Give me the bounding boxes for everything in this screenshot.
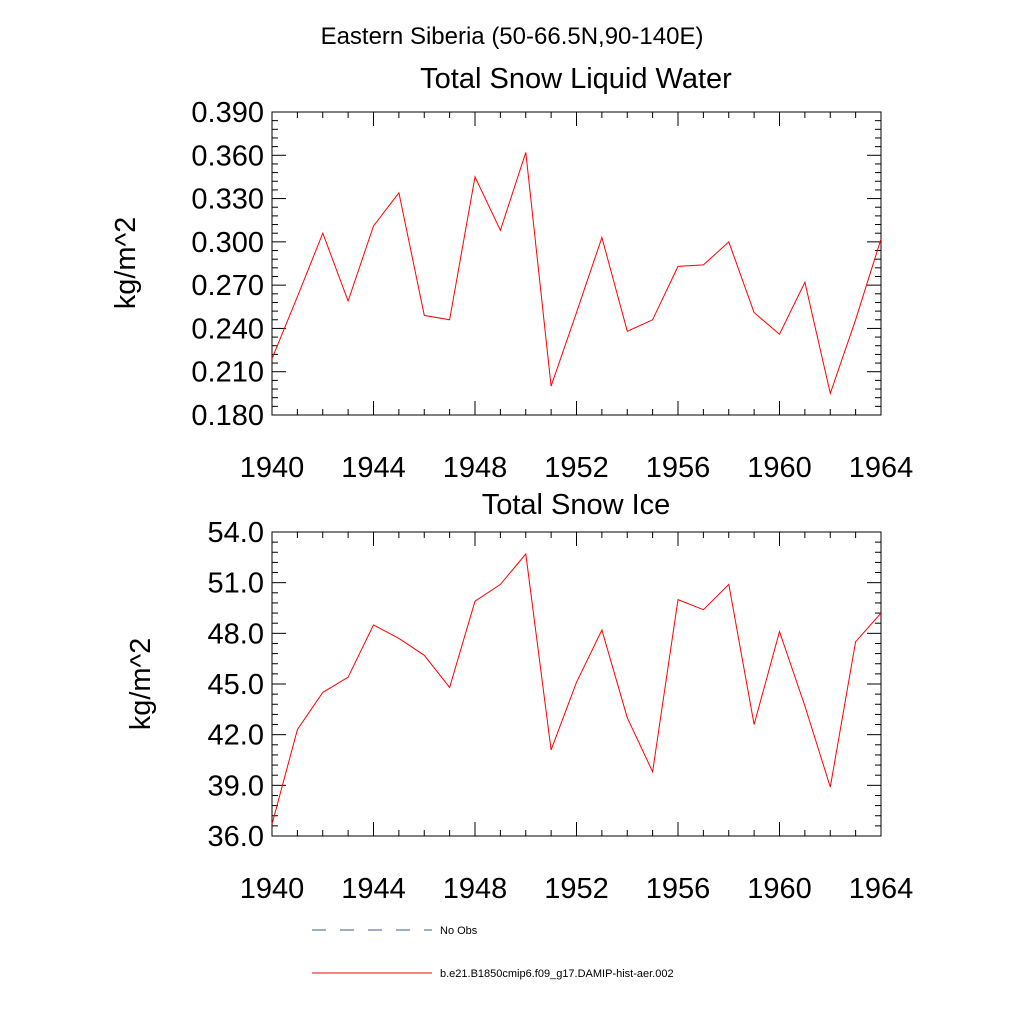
y-tick-label: 0.270 bbox=[191, 270, 264, 302]
series-line-snow-ice bbox=[271, 552, 882, 825]
plot-frame-snow-ice bbox=[271, 531, 882, 837]
x-tick-label: 1956 bbox=[646, 452, 711, 484]
legend-model-label: b.e21.B1850cmip6.f09_g17.DAMIP-hist-aer.… bbox=[440, 968, 674, 980]
x-tick-label: 1952 bbox=[544, 873, 609, 905]
y-tick-label: 0.300 bbox=[191, 227, 264, 259]
x-tick-label: 1960 bbox=[747, 452, 812, 484]
y-tick-label: 0.330 bbox=[191, 184, 264, 216]
panel-liquid-water-title: Total Snow Liquid Water bbox=[420, 63, 732, 95]
panel-liquid-water: Total Snow Liquid Water kg/m^2 1940 1944 1… bbox=[110, 63, 913, 484]
y-tick-label: 0.240 bbox=[191, 313, 264, 345]
plot-frame-liquid-water bbox=[271, 111, 882, 416]
panel-snow-ice-ylabel: kg/m^2 bbox=[125, 638, 157, 731]
x-tick-label: 1964 bbox=[849, 873, 914, 905]
y-tick-label: 0.390 bbox=[191, 97, 264, 129]
series-line-liquid-water bbox=[271, 152, 882, 396]
x-tick-label: 1948 bbox=[443, 873, 508, 905]
x-tick-label: 1940 bbox=[240, 873, 305, 905]
x-tick-label: 1948 bbox=[443, 452, 508, 484]
legend: No Obs b.e21.B1850cmip6.f09_g17.DAMIP-hi… bbox=[312, 925, 674, 980]
y-tick-label: 36.0 bbox=[208, 821, 264, 853]
panel-snow-ice: Total Snow Ice kg/m^2 1940 1944 1948 1952 19… bbox=[125, 489, 913, 905]
panel-snow-ice-title: Total Snow Ice bbox=[482, 489, 671, 521]
x-tick-label: 1964 bbox=[849, 452, 914, 484]
y-tick-label: 45.0 bbox=[208, 669, 264, 701]
y-tick-label: 54.0 bbox=[208, 517, 264, 549]
y-tick-label: 39.0 bbox=[208, 770, 264, 802]
y-tick-label: 48.0 bbox=[208, 618, 264, 650]
x-tick-label: 1956 bbox=[646, 873, 711, 905]
y-tick-label: 0.180 bbox=[191, 400, 264, 432]
figure-title: Eastern Siberia (50-66.5N,90-140E) bbox=[321, 23, 704, 50]
y-tick-label: 0.210 bbox=[191, 357, 264, 389]
legend-obs-label: No Obs bbox=[440, 925, 478, 937]
y-tick-label: 42.0 bbox=[208, 720, 264, 752]
x-tick-label: 1940 bbox=[240, 452, 305, 484]
x-tick-label: 1960 bbox=[747, 873, 812, 905]
x-tick-label: 1944 bbox=[341, 873, 406, 905]
x-tick-label: 1944 bbox=[341, 452, 406, 484]
panel-liquid-water-ylabel: kg/m^2 bbox=[110, 217, 142, 310]
y-tick-label: 51.0 bbox=[208, 568, 264, 600]
y-tick-label: 0.360 bbox=[191, 140, 264, 172]
x-tick-label: 1952 bbox=[544, 452, 609, 484]
